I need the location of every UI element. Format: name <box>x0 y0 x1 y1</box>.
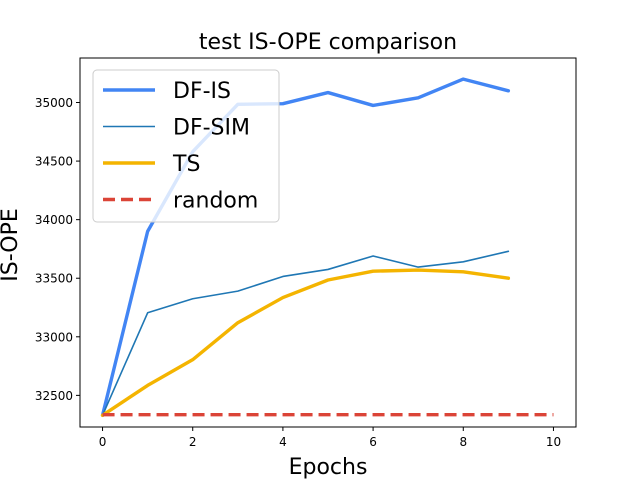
legend-label-ts: TS <box>172 152 200 177</box>
x-tick-label: 8 <box>459 435 467 449</box>
y-axis-label: IS-OPE <box>0 208 23 282</box>
x-tick-label: 4 <box>279 435 287 449</box>
x-tick-label: 0 <box>99 435 107 449</box>
y-tick-label: 33500 <box>35 272 73 286</box>
legend: DF-IS DF-SIM TS random <box>92 69 280 223</box>
legend-label-df-sim: DF-SIM <box>173 116 250 141</box>
x-tick-label: 2 <box>189 435 197 449</box>
legend-label-random: random <box>173 189 258 214</box>
x-tick-label: 6 <box>369 435 377 449</box>
y-tick-label: 32500 <box>35 389 73 403</box>
series-line-ts <box>100 268 511 417</box>
legend-box <box>92 69 280 223</box>
series-line-df-sim <box>101 250 510 417</box>
y-tick-label: 34500 <box>35 155 73 169</box>
x-axis-label: Epochs <box>289 455 368 480</box>
y-tick-label: 35000 <box>35 96 73 110</box>
x-tick-label: 10 <box>546 435 561 449</box>
y-tick-label: 34000 <box>35 213 73 227</box>
plot-axes: 0 2 4 6 8 10 32500 33000 33500 34000 34500 35000 <box>35 57 577 449</box>
y-tick-label: 33000 <box>35 330 73 344</box>
legend-label-df-is: DF-IS <box>173 79 231 104</box>
chart-title: test IS-OPE comparison <box>199 30 457 55</box>
plot-frame <box>79 57 577 428</box>
